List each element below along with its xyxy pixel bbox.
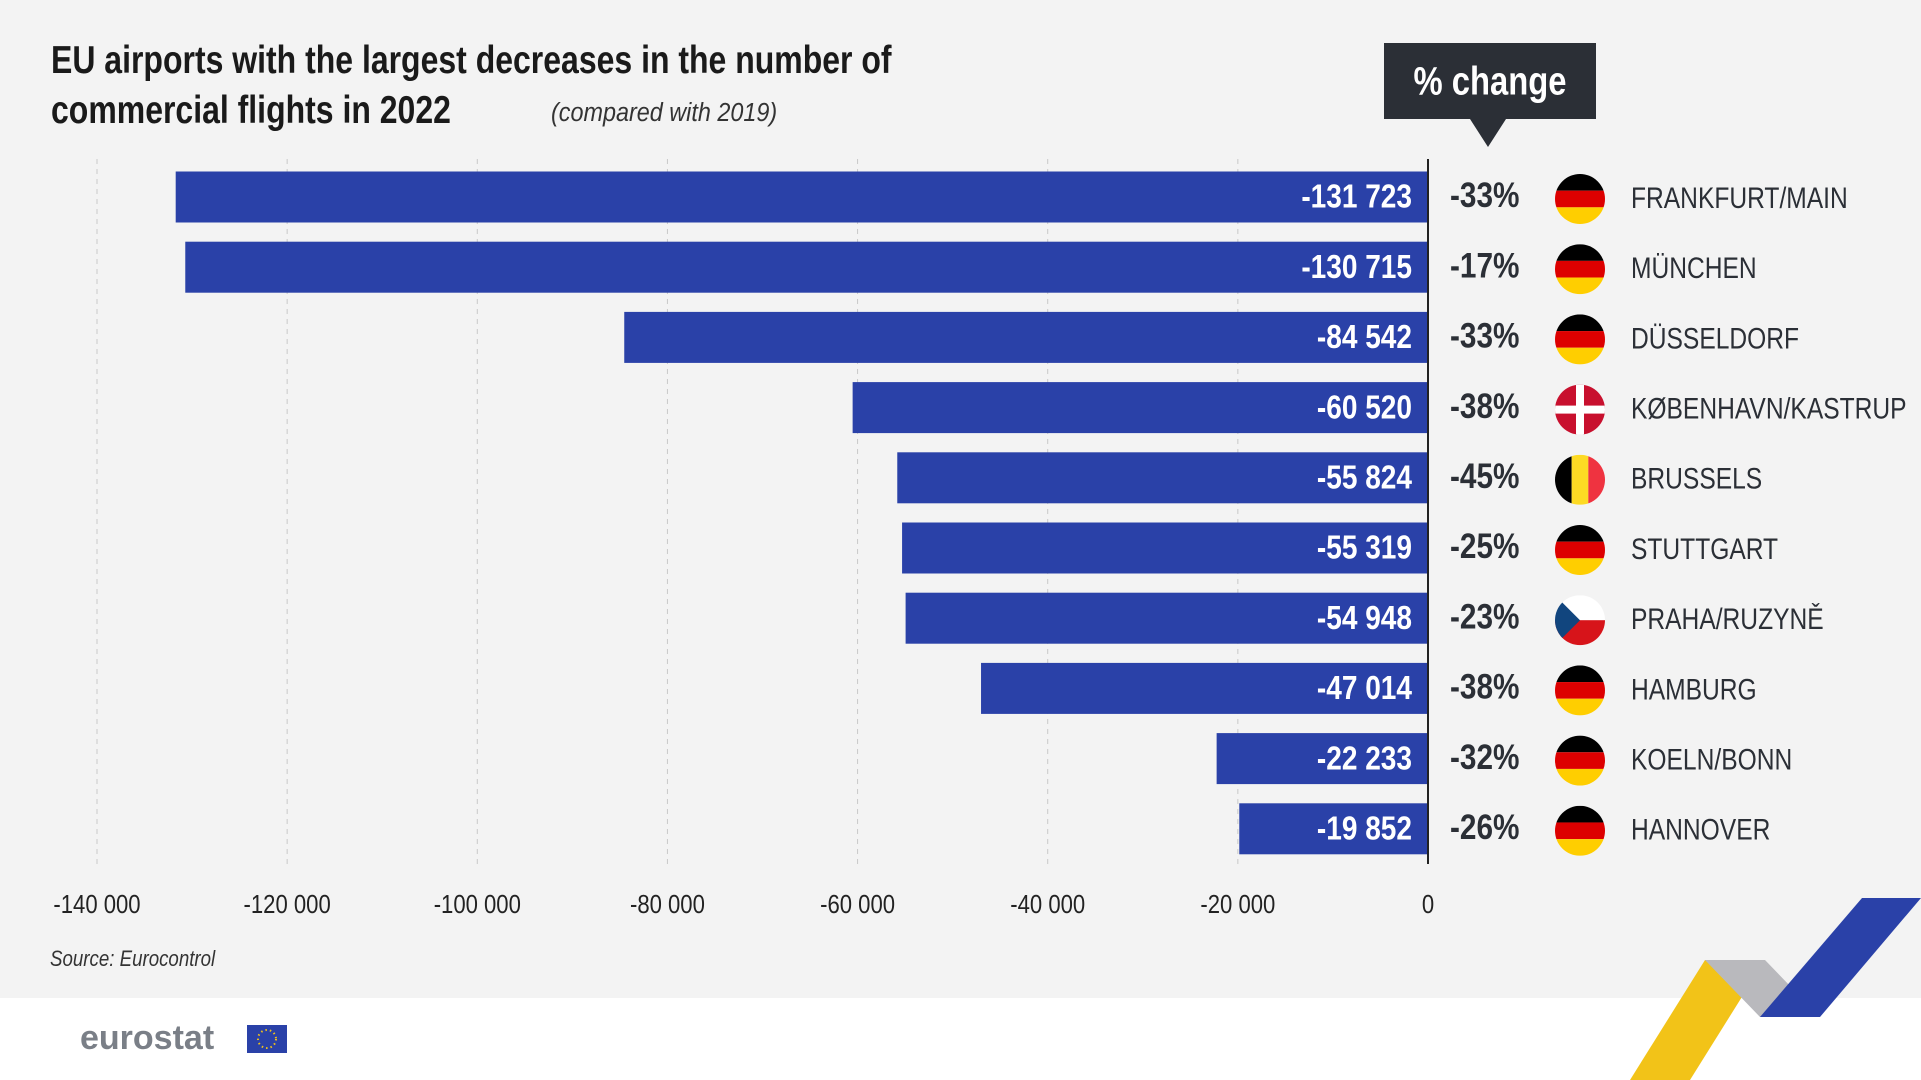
- flag: [1555, 665, 1605, 716]
- value-label: -47 014: [1317, 670, 1412, 707]
- x-tick-label: -60 000: [820, 890, 895, 919]
- category-label: BRUSSELS: [1631, 461, 1762, 495]
- flag-part: [1555, 525, 1605, 542]
- change-label: -38%: [1450, 387, 1520, 426]
- flag-part: [1555, 277, 1605, 295]
- eu-stars: [257, 1029, 277, 1049]
- flag-part: [1555, 314, 1605, 332]
- category-label: KØBENHAVN/KASTRUP: [1631, 391, 1907, 425]
- value-label: -60 520: [1317, 389, 1412, 426]
- chart-title: EU airports with the largest decreases i…: [51, 39, 892, 132]
- x-tick-label: -40 000: [1010, 890, 1085, 919]
- value-label: -84 542: [1317, 319, 1412, 356]
- change-label: -26%: [1450, 808, 1520, 847]
- x-tick-label: 0: [1422, 890, 1434, 919]
- flag: [1555, 805, 1605, 856]
- flag-part: [1555, 454, 1572, 505]
- change-label: -33%: [1450, 316, 1520, 355]
- change-label: -32%: [1450, 738, 1520, 777]
- flag: [1555, 384, 1605, 435]
- flag: [1555, 454, 1605, 505]
- flag-part: [1555, 595, 1580, 646]
- bar: [852, 382, 1428, 434]
- flag-part: [1555, 822, 1605, 840]
- flag: [1555, 244, 1605, 295]
- flag-part: [1555, 752, 1605, 769]
- change-label: -38%: [1450, 667, 1520, 706]
- bar: [624, 311, 1428, 363]
- logo: eurostat: [80, 1019, 214, 1057]
- flag-part: [1555, 682, 1605, 699]
- value-label: -19 852: [1317, 810, 1412, 847]
- flag-part: [1555, 805, 1605, 823]
- bar: [905, 592, 1428, 644]
- change-label: -25%: [1450, 527, 1520, 566]
- value-label: -54 948: [1317, 600, 1412, 637]
- flag-part: [1555, 174, 1605, 191]
- category-label: PRAHA/RUZYNĚ: [1631, 602, 1824, 636]
- flag-part: [1555, 331, 1605, 348]
- category-label: KOELN/BONN: [1631, 742, 1792, 776]
- flag-part: [1555, 541, 1605, 559]
- value-label: -55 824: [1317, 459, 1412, 496]
- flag-part: [1555, 558, 1605, 575]
- x-tick-label: -20 000: [1200, 890, 1275, 919]
- category-label: MÜNCHEN: [1631, 251, 1757, 285]
- value-label: -131 723: [1301, 179, 1412, 216]
- flag-part: [1555, 244, 1605, 261]
- ribbon-yellow: [1630, 960, 1765, 1080]
- value-label: -130 715: [1301, 249, 1412, 286]
- flag: [1555, 735, 1605, 786]
- change-label: -45%: [1450, 457, 1520, 496]
- category-label: DÜSSELDORF: [1631, 321, 1799, 355]
- header-box: [1384, 43, 1596, 147]
- decoration: [1630, 898, 1921, 1080]
- bar: [902, 522, 1428, 574]
- change-label: -33%: [1450, 176, 1520, 215]
- bar: [897, 452, 1428, 504]
- flag-part: [1555, 839, 1605, 856]
- x-tick-label: -100 000: [434, 890, 521, 919]
- category-label: HAMBURG: [1631, 672, 1757, 706]
- category-label: STUTTGART: [1631, 532, 1778, 566]
- flag-part: [1555, 347, 1605, 365]
- bar: [981, 662, 1428, 714]
- flag-part: [1588, 454, 1605, 505]
- bar: [1239, 803, 1428, 855]
- bar: [185, 241, 1429, 293]
- value-label: -55 319: [1317, 530, 1412, 567]
- x-tick-label: -80 000: [630, 890, 705, 919]
- flag-part: [1555, 735, 1605, 753]
- flag-part: [1555, 405, 1605, 414]
- ribbon-blue: [1760, 898, 1921, 1017]
- flag: [1555, 525, 1605, 575]
- category-label: HANNOVER: [1631, 812, 1770, 846]
- bar: [175, 171, 1428, 223]
- flag-part: [1555, 207, 1605, 224]
- flag-part: [1555, 698, 1605, 716]
- change-label: -23%: [1450, 597, 1520, 636]
- flag: [1555, 595, 1605, 646]
- bar: [1216, 733, 1428, 785]
- change-header: % change: [1413, 58, 1566, 103]
- flag-part: [1555, 665, 1605, 683]
- subtitle: (compared with 2019): [551, 99, 777, 127]
- flag-part: [1571, 454, 1589, 505]
- category-label: FRANKFURT/MAIN: [1631, 181, 1848, 215]
- flag-part: [1555, 190, 1605, 208]
- value-label: -22 233: [1317, 740, 1412, 777]
- x-tick-label: -140 000: [53, 890, 140, 919]
- change-label: -17%: [1450, 246, 1520, 285]
- flag: [1555, 314, 1605, 365]
- flag: [1555, 174, 1605, 224]
- source: Source: Eurocontrol: [50, 947, 216, 971]
- flag-part: [1555, 260, 1605, 278]
- x-tick-label: -120 000: [244, 890, 331, 919]
- flag-part: [1555, 768, 1605, 786]
